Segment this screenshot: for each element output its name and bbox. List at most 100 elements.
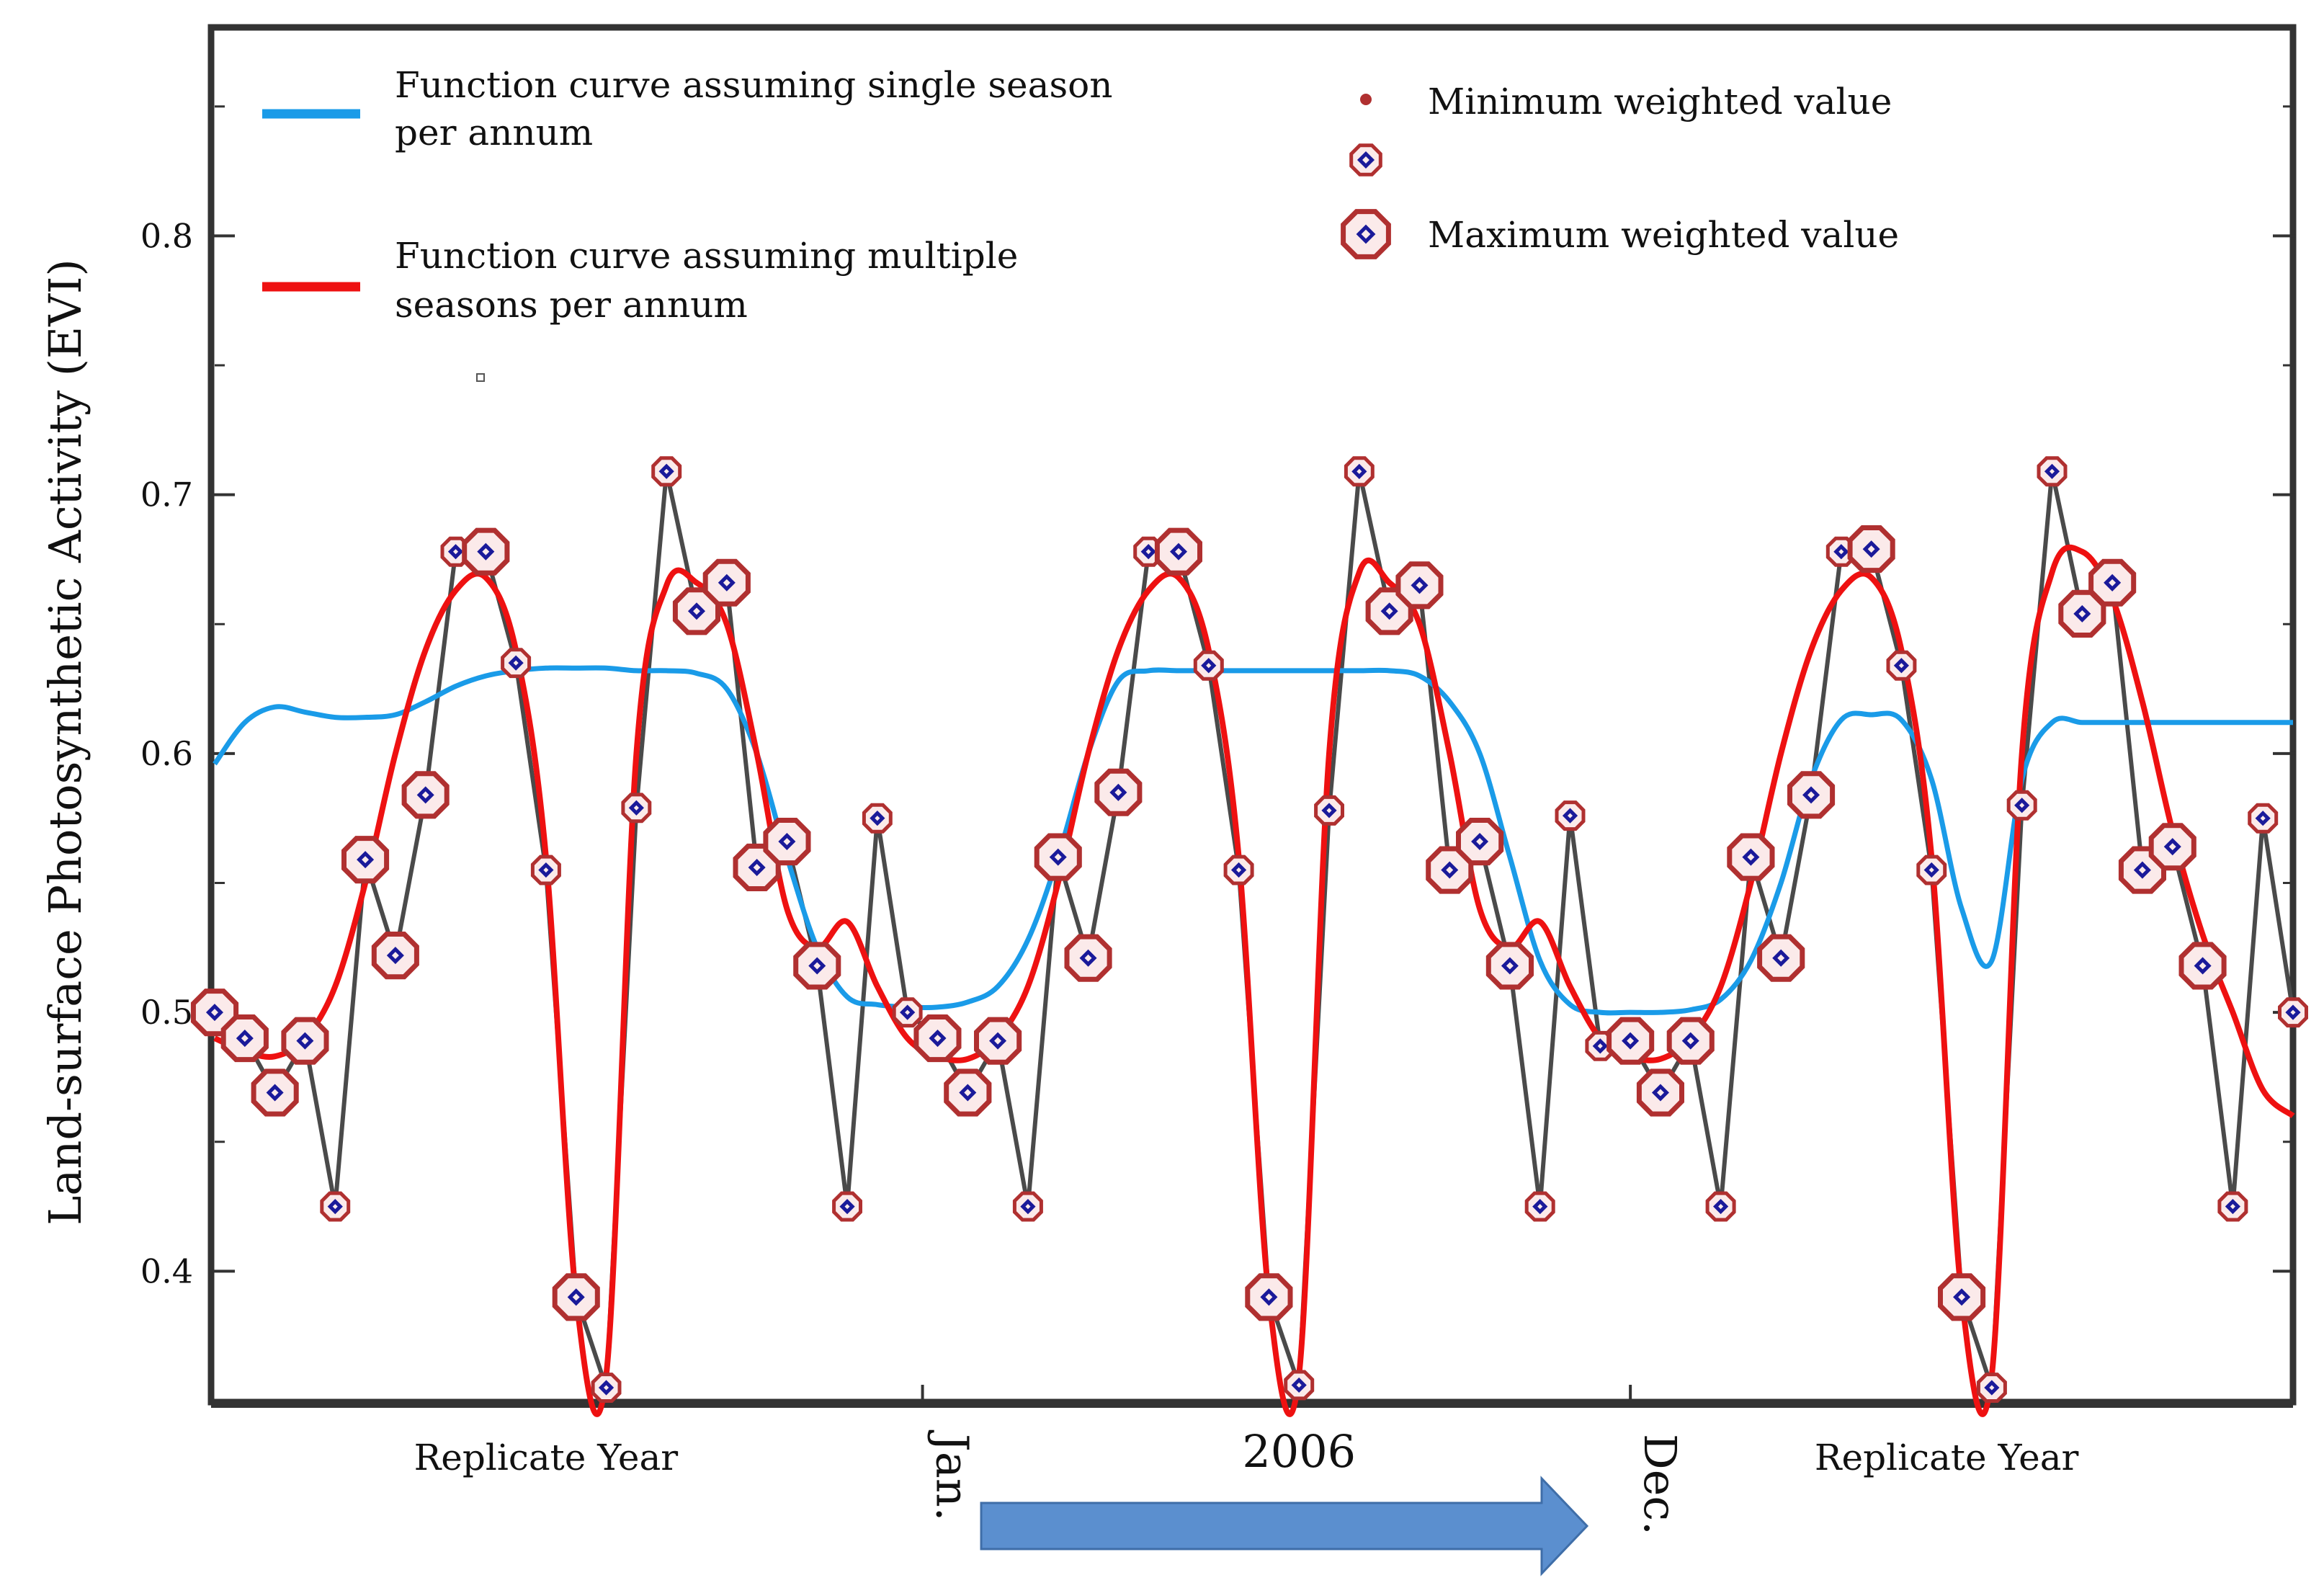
point-ring (944, 1068, 992, 1117)
point-center (327, 1199, 343, 1215)
data-point (281, 1017, 329, 1065)
data-point (1938, 1273, 1986, 1321)
legend-multi-label-2: seasons per annum (395, 284, 748, 326)
point-center (1501, 957, 1519, 975)
point-ring (2006, 790, 2037, 821)
point-ring (2148, 823, 2196, 871)
x-annotation: Replicate Year (1815, 1437, 2079, 1478)
data-point (1485, 942, 1534, 990)
point-center (2163, 838, 2181, 856)
data-point (1555, 800, 1586, 831)
point-center (2285, 1004, 2301, 1020)
point-center (628, 800, 644, 816)
point-ring (501, 648, 532, 679)
point-center (718, 574, 736, 592)
y-tick-label: 0.8 (140, 216, 193, 255)
point-ring (1727, 833, 1775, 881)
point-ring (1344, 456, 1375, 487)
point-ring (1757, 934, 1805, 982)
point-center (2194, 957, 2212, 975)
data-point (1705, 1191, 1736, 1222)
legend-multi-label: Function curve assuming multiple (395, 235, 1018, 277)
point-center (236, 1030, 254, 1048)
data-point (190, 989, 239, 1037)
x-annotation: Replicate Year (414, 1437, 679, 1478)
point-ring (793, 942, 841, 990)
point-center (778, 833, 796, 851)
point-center (839, 1199, 855, 1215)
data-point (2006, 790, 2037, 821)
data-point (1012, 1191, 1043, 1222)
legend-max-marker (1341, 209, 1391, 259)
point-ring (1223, 854, 1254, 885)
data-point (1034, 833, 1082, 881)
point-ring (1456, 818, 1504, 866)
point-center (205, 1004, 223, 1022)
point-center (1923, 862, 1939, 878)
point-center (687, 602, 706, 620)
point-center (1471, 832, 1489, 851)
point-center (447, 544, 464, 560)
data-point (591, 1373, 622, 1403)
data-point (862, 803, 893, 834)
point-center (1291, 1377, 1307, 1393)
data-point (702, 558, 751, 607)
point-center (959, 1084, 977, 1102)
point-center (2225, 1198, 2241, 1215)
data-point (1154, 527, 1202, 576)
data-point (552, 1273, 600, 1321)
data-point (1344, 456, 1375, 487)
time-direction-arrow (980, 1476, 1589, 1576)
point-center (1893, 658, 1910, 674)
x-annotations: Replicate Year Jan. 2006 Dec. Replicate Year (414, 1425, 2079, 1535)
point-center (1169, 543, 1188, 561)
data-point (2058, 589, 2106, 638)
data-point (1284, 1370, 1315, 1401)
point-center (567, 1288, 585, 1306)
multi-season-line (213, 544, 2295, 1417)
data-point (341, 836, 390, 884)
point-ring (1193, 650, 1224, 681)
point-ring (1976, 1373, 2007, 1403)
point-ring (1666, 1017, 1715, 1065)
point-center (1411, 576, 1429, 594)
point-ring (591, 1373, 622, 1403)
point-ring (320, 1191, 351, 1222)
point-ring (1886, 650, 1917, 681)
data-point (2037, 456, 2068, 487)
point-ring (1485, 942, 1534, 990)
point-center (1020, 1198, 1036, 1215)
data-point (2088, 558, 2137, 607)
data-point (1223, 854, 1254, 885)
data-point (2148, 823, 2196, 871)
data-point (1757, 934, 1805, 982)
data-point (1314, 795, 1344, 826)
point-center (538, 862, 554, 878)
data-point (501, 648, 532, 679)
data-point (944, 1068, 992, 1117)
point-ring (1938, 1273, 1986, 1321)
multi-season-curve (213, 544, 2295, 1417)
point-center (1140, 544, 1156, 560)
data-point (220, 1014, 269, 1063)
point-center (266, 1084, 284, 1102)
point-ring (1916, 854, 1947, 885)
point-center (508, 655, 524, 671)
data-point (401, 771, 450, 819)
point-ring (1636, 1068, 1684, 1117)
single-season-curve (213, 665, 2293, 1016)
data-point (2278, 997, 2308, 1028)
data-point (1395, 561, 1444, 610)
point-center (357, 851, 375, 869)
data-point (1064, 934, 1112, 982)
point-center (1713, 1198, 1729, 1215)
point-center (1079, 949, 1097, 967)
point-center (1833, 544, 1849, 560)
point-ring (892, 997, 923, 1028)
point-ring (1314, 795, 1344, 826)
legend: Function curve assuming single season pe… (262, 64, 1899, 382)
x-annotation-rotated: Dec. (1634, 1434, 1686, 1535)
point-ring (281, 1017, 329, 1065)
point-ring (1395, 561, 1444, 610)
point-center (1862, 540, 1880, 558)
